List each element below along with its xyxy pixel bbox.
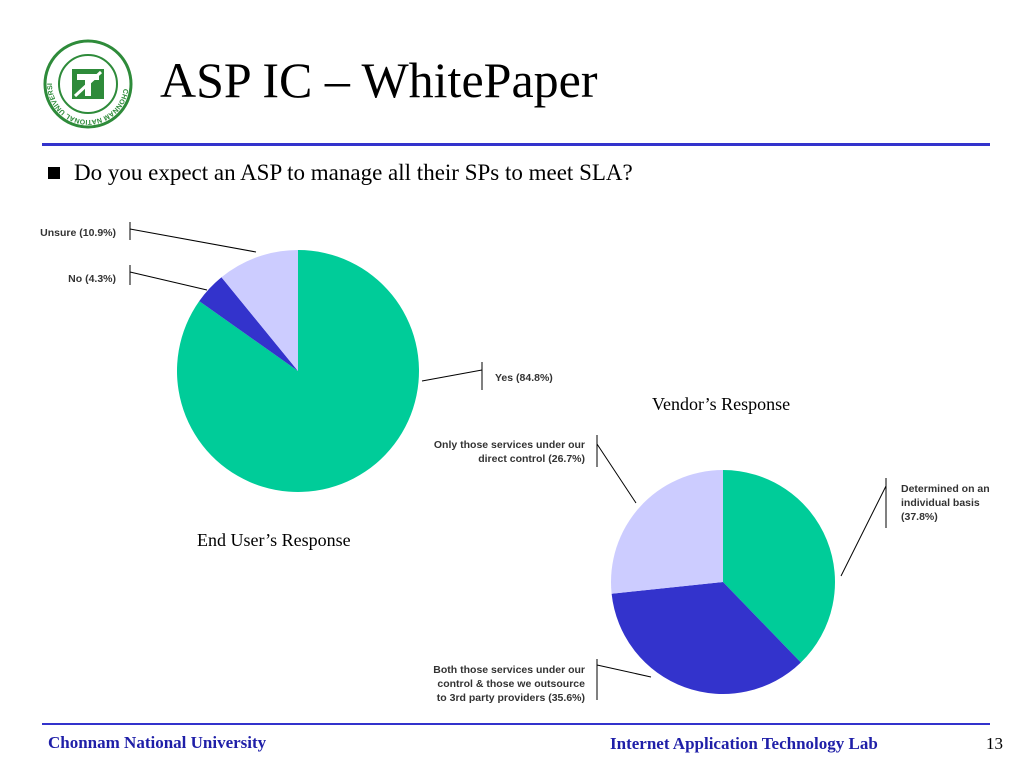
university-logo: CHONNAM NATIONAL UNIVERSITY xyxy=(42,38,133,129)
pie1-label-yes: Yes (84.8%) xyxy=(495,372,553,384)
footer-university: Chonnam National University xyxy=(48,733,267,752)
pie1-label-unsure: Unsure (10.9%) xyxy=(40,227,116,239)
vendor-slice-0 xyxy=(723,470,836,663)
vendor-slice-2 xyxy=(611,470,723,594)
pie2-label-individual-line1: Determined on an xyxy=(901,483,990,495)
end-user-caption: End User’s Response xyxy=(197,530,351,550)
bullet-item: Do you expect an ASP to manage all their… xyxy=(48,160,633,186)
vendor-caption: Vendor’s Response xyxy=(652,394,791,414)
end-user-pie xyxy=(177,250,419,493)
pie1-label-no: No (4.3%) xyxy=(68,273,116,285)
pie2-label-individual-line3: (37.8%) xyxy=(901,511,938,523)
pie2-label-both-line1: Both those services under our xyxy=(433,664,585,676)
pie1-leaders xyxy=(129,222,483,390)
pie2-label-both-line2: control & those we outsource xyxy=(437,678,585,690)
end-user-slice-1 xyxy=(199,277,298,371)
bullet-text: Do you expect an ASP to manage all their… xyxy=(74,160,633,185)
title-divider xyxy=(42,143,990,146)
pie2-label-direct-line1: Only those services under our xyxy=(434,439,585,451)
footer-divider xyxy=(42,723,990,725)
page-number: 13 xyxy=(986,734,1003,753)
vendor-pie xyxy=(611,470,836,694)
footer-lab: Internet Application Technology Lab xyxy=(610,734,878,753)
pie2-label-individual-line2: individual basis xyxy=(901,497,980,509)
bullet-square-icon xyxy=(48,167,60,179)
pie2-leaders xyxy=(596,435,887,700)
pie2-label-direct-line2: direct control (26.7%) xyxy=(478,453,585,465)
pie2-label-both-line3: to 3rd party providers (35.6%) xyxy=(437,692,585,704)
vendor-slice-1 xyxy=(611,582,801,694)
slide-title: ASP IC – WhitePaper xyxy=(160,52,598,108)
end-user-slice-2 xyxy=(221,250,298,371)
